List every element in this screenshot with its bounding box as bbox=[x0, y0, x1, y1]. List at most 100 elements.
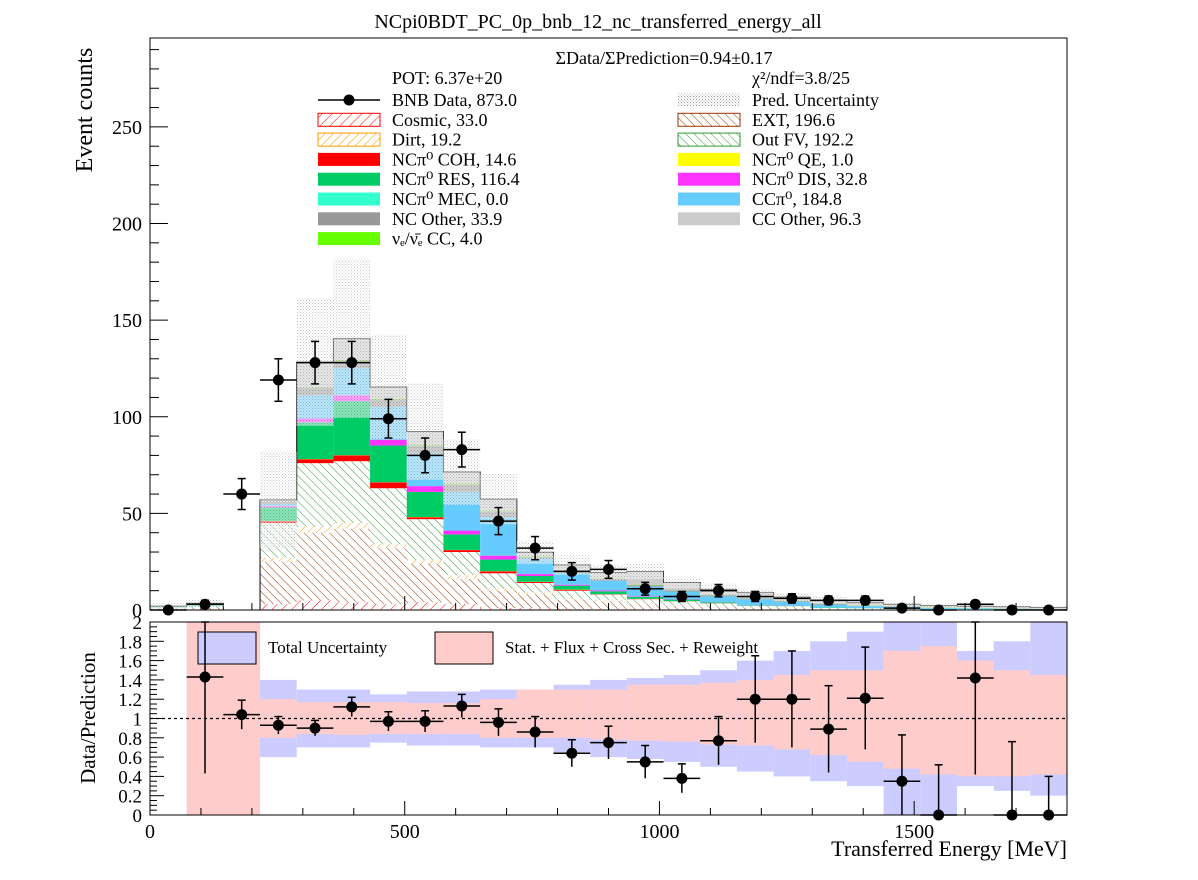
ratio-y-tick-label: 0.6 bbox=[118, 748, 142, 769]
bar-ext bbox=[407, 564, 444, 603]
legend-label: NCπ⁰ MEC, 0.0 bbox=[392, 189, 508, 209]
legend-item-unc: Pred. Uncertainty bbox=[678, 90, 879, 110]
bar-dirt bbox=[370, 544, 407, 548]
bar-cosmic bbox=[370, 604, 407, 610]
x-tick-label: 1000 bbox=[639, 821, 679, 843]
bar-nc_coh bbox=[480, 571, 517, 573]
bar-nc_res bbox=[480, 560, 517, 572]
main-y-axis-label: Event counts bbox=[72, 48, 98, 173]
bar-ext bbox=[627, 604, 664, 610]
ratio-point bbox=[664, 764, 701, 793]
stat-unc-bin bbox=[920, 646, 957, 774]
bar-nc_dis bbox=[627, 596, 664, 597]
y-tick-label: 100 bbox=[112, 407, 142, 429]
bar-nc_res bbox=[737, 605, 774, 606]
bar-cosmic bbox=[627, 609, 664, 610]
bar-cosmic bbox=[407, 602, 444, 610]
bar-cosmic bbox=[664, 609, 701, 610]
ratio-y-tick-label: 1.6 bbox=[118, 652, 142, 673]
bar-ext bbox=[370, 548, 407, 604]
bar-nc_res bbox=[627, 597, 664, 599]
legend-label: Pred. Uncertainty bbox=[752, 90, 879, 110]
ratio-y-axis: 00.20.40.60.811.21.41.61.82 bbox=[118, 613, 164, 827]
ratio-y-tick-label: 0 bbox=[133, 806, 143, 827]
y-tick-label: 250 bbox=[112, 117, 142, 139]
stat-unc-bin bbox=[664, 685, 701, 742]
legend-label: NCπ⁰ COH, 14.6 bbox=[392, 149, 516, 169]
bar-outfv bbox=[297, 463, 334, 527]
bar-outfv bbox=[333, 461, 370, 523]
bar-outfv bbox=[774, 606, 811, 608]
uncertainty-bin bbox=[627, 564, 664, 579]
bar-cc_pi0 bbox=[847, 606, 884, 608]
legend-item-ext: EXT, 196.6 bbox=[678, 110, 835, 130]
ratio-y-tick-label: 1 bbox=[133, 710, 143, 731]
bar-outfv bbox=[407, 519, 444, 560]
legend-item-cc_other: CC Other, 96.3 bbox=[678, 209, 861, 229]
bar-dirt bbox=[590, 600, 627, 601]
uncertainty-bin bbox=[333, 259, 370, 417]
bar-outfv bbox=[370, 488, 407, 544]
uncertainty-bin bbox=[664, 577, 701, 589]
ratio-y-axis-label: Data/Prediction bbox=[76, 652, 100, 784]
bar-nc_dis bbox=[443, 531, 480, 535]
legend-label: NCπ⁰ RES, 116.4 bbox=[392, 169, 520, 189]
chi2-label: χ²/ndf=3.8/25 bbox=[751, 68, 850, 88]
bar-outfv bbox=[700, 603, 737, 606]
bar-ext bbox=[700, 607, 737, 610]
ratio-y-tick-label: 0.8 bbox=[118, 729, 142, 750]
x-tick-label: 500 bbox=[390, 821, 420, 843]
bar-nc_res bbox=[407, 492, 444, 517]
bar-dirt bbox=[553, 598, 590, 599]
x-axis-label: Transferred Energy [MeV] bbox=[831, 836, 1067, 861]
ratio-legend-item-stat_unc: Stat. + Flux + Cross Sec. + Reweight bbox=[435, 632, 758, 664]
y-tick-label: 200 bbox=[112, 214, 142, 236]
bar-dirt bbox=[443, 575, 480, 579]
legend-label: νₑ/ν̄ₑ CC, 4.0 bbox=[392, 229, 483, 249]
data-point bbox=[223, 479, 260, 510]
bar-dirt bbox=[627, 603, 664, 604]
bar-nc_dis bbox=[517, 574, 554, 576]
ratio-legend-label: Stat. + Flux + Cross Sec. + Reweight bbox=[505, 638, 758, 657]
bar-ext bbox=[737, 608, 774, 610]
bar-nc_res bbox=[590, 591, 627, 594]
legend-label: NCπ⁰ DIS, 32.8 bbox=[752, 169, 867, 189]
bar-outfv bbox=[553, 591, 590, 599]
bar-outfv bbox=[847, 608, 884, 609]
bar-nc_dis bbox=[480, 556, 517, 560]
ratio-summary: ΣData/ΣPrediction=0.94±0.17 bbox=[556, 48, 773, 68]
legend-item-cc_pi0: CCπ⁰, 184.8 bbox=[678, 189, 842, 209]
bar-cosmic bbox=[260, 604, 297, 610]
bar-ext bbox=[553, 599, 590, 609]
bar-nc_coh bbox=[297, 459, 334, 463]
bar-dirt bbox=[517, 593, 554, 595]
bar-dirt bbox=[297, 527, 334, 533]
ratio-y-tick-label: 0.4 bbox=[118, 767, 142, 788]
legend-item-nue_cc: νₑ/ν̄ₑ CC, 4.0 bbox=[318, 229, 483, 249]
bar-dirt bbox=[260, 558, 297, 562]
ratio-y-tick-label: 2 bbox=[133, 613, 143, 634]
ratio-y-tick-label: 1.2 bbox=[118, 690, 142, 711]
bar-ext bbox=[847, 609, 884, 610]
bar-nc_dis bbox=[370, 440, 407, 446]
legend-label: NC Other, 33.9 bbox=[392, 209, 502, 229]
bar-dirt bbox=[407, 560, 444, 564]
bar-cosmic bbox=[553, 609, 590, 610]
bar-ext bbox=[443, 579, 480, 604]
bar-outfv bbox=[480, 573, 517, 588]
legend-label: NCπ⁰ QE, 1.0 bbox=[752, 149, 853, 169]
legend-label: Dirt, 19.2 bbox=[392, 130, 462, 150]
data-point bbox=[1030, 605, 1067, 616]
bar-ext bbox=[774, 608, 811, 610]
bar-outfv bbox=[810, 608, 847, 609]
bar-ext bbox=[664, 606, 701, 610]
bar-dirt bbox=[333, 523, 370, 529]
chart-title: NCpi0BDT_PC_0p_bnb_12_nc_transferred_ene… bbox=[374, 11, 822, 33]
stat-unc-bin bbox=[1030, 675, 1067, 774]
legend-item-nc_mec: NCπ⁰ MEC, 0.0 bbox=[318, 189, 508, 209]
